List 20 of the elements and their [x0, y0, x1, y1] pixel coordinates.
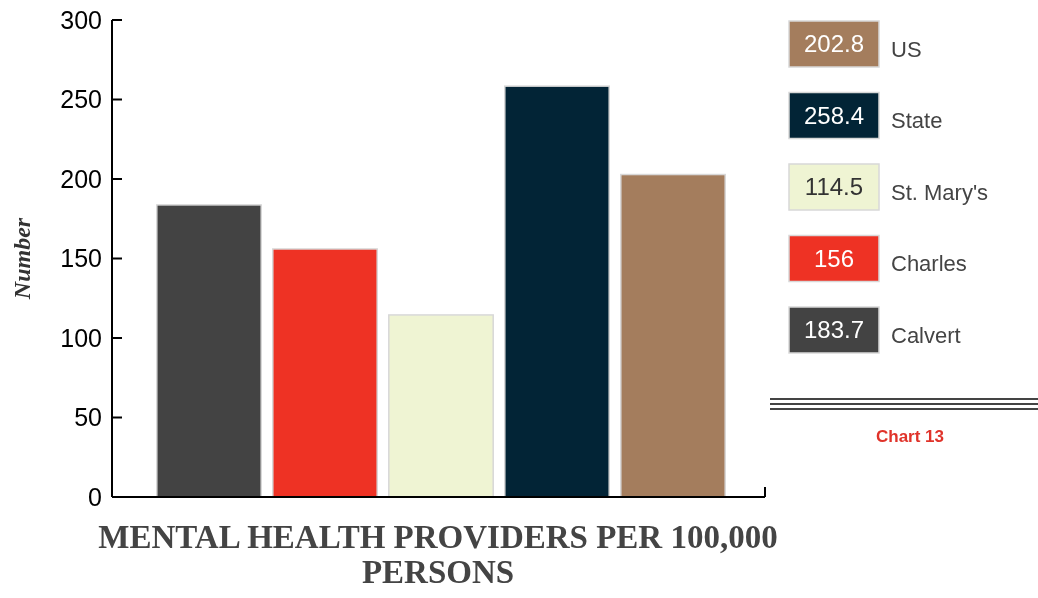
legend-label: State	[891, 108, 943, 134]
legend-label: St. Mary's	[891, 179, 989, 205]
caption: Chart 13	[875, 427, 945, 446]
y-tick-label: 100	[60, 323, 102, 352]
text: MENTAL HEALTH PROVIDERS PER 100,000 PERSONS	[98, 519, 778, 590]
y-tick-label: 0	[88, 482, 102, 511]
text: 202.8	[803, 30, 865, 58]
y-tick-label: 150	[60, 244, 102, 273]
y-tick-label: 250	[60, 85, 102, 114]
text: 183.7	[803, 316, 865, 344]
text: 258.4	[803, 101, 865, 129]
y-tick-label: 50	[74, 403, 102, 432]
y-tick-label: 300	[60, 5, 102, 34]
y-tick-label: 200	[60, 164, 102, 193]
text: 114.5	[804, 173, 864, 201]
legend-label: Charles	[891, 251, 967, 277]
legend-label: US	[891, 36, 922, 62]
y-axis-title: Number	[9, 217, 35, 301]
text: 156	[813, 244, 855, 272]
legend-label: Calvert	[891, 322, 961, 348]
